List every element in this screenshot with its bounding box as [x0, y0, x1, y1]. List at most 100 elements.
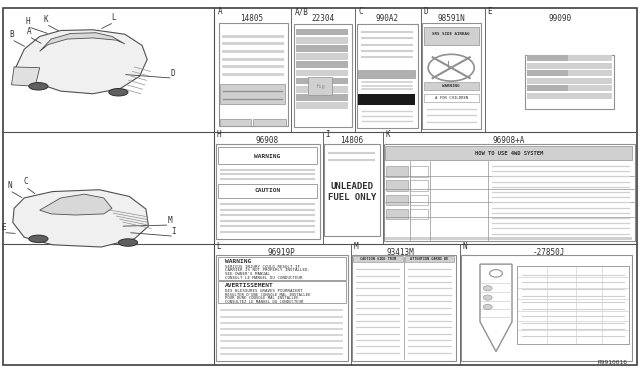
Polygon shape — [14, 30, 147, 94]
Text: 96908+A: 96908+A — [493, 136, 525, 145]
Bar — [357, 24, 418, 128]
Text: ATTENTION GARNI DE: ATTENTION GARNI DE — [410, 257, 449, 261]
Bar — [525, 55, 614, 109]
Text: A: A — [26, 27, 31, 36]
Bar — [386, 180, 408, 191]
Bar — [218, 257, 346, 280]
Text: SRS SIDE AIRBAG: SRS SIDE AIRBAG — [433, 32, 470, 36]
Text: 990A2: 990A2 — [376, 14, 399, 23]
Bar — [308, 77, 332, 95]
Text: D: D — [170, 69, 175, 78]
Bar — [216, 144, 320, 239]
Text: WARNING: WARNING — [225, 259, 252, 264]
Circle shape — [483, 304, 492, 310]
Text: I: I — [172, 227, 177, 236]
Bar — [216, 255, 348, 361]
Text: L: L — [111, 13, 116, 22]
Text: DES BLESSURES GRAVES POURRAIENT: DES BLESSURES GRAVES POURRAIENT — [225, 289, 303, 293]
Text: CONSULTEZ LE MANUEL DU CONDUCTEUR: CONSULTEZ LE MANUEL DU CONDUCTEUR — [225, 300, 303, 304]
Polygon shape — [13, 190, 148, 247]
Text: H: H — [216, 130, 221, 139]
Text: UNLEADED: UNLEADED — [330, 182, 374, 191]
Bar — [568, 63, 612, 69]
Bar — [353, 256, 403, 262]
Bar — [352, 255, 456, 361]
Bar — [386, 209, 408, 219]
Bar — [527, 63, 568, 69]
Text: L: L — [216, 242, 221, 251]
Bar — [253, 119, 286, 126]
Circle shape — [483, 295, 492, 300]
Bar — [219, 23, 288, 126]
Polygon shape — [40, 194, 112, 215]
Text: WARNING: WARNING — [442, 84, 460, 88]
Text: K: K — [44, 15, 49, 24]
Bar — [358, 70, 415, 78]
Text: C: C — [23, 177, 28, 186]
Bar — [461, 255, 632, 361]
Bar — [527, 78, 568, 84]
Text: N: N — [7, 181, 12, 190]
Text: 14806: 14806 — [340, 136, 364, 145]
Text: SEE OWNER'S MANUAL: SEE OWNER'S MANUAL — [225, 272, 270, 276]
Ellipse shape — [29, 235, 48, 243]
Text: 22304: 22304 — [312, 14, 335, 23]
Bar — [386, 195, 408, 205]
Text: CAUTION SIDE TRIM: CAUTION SIDE TRIM — [360, 257, 396, 261]
Text: WARNING: WARNING — [254, 154, 281, 159]
Bar — [296, 78, 348, 84]
Bar — [424, 82, 479, 90]
Text: AVERTISSEMENT: AVERTISSEMENT — [225, 283, 274, 288]
Text: A: A — [218, 7, 222, 16]
Text: 96919P: 96919P — [268, 248, 296, 257]
Text: CAUTION: CAUTION — [254, 188, 281, 193]
Bar — [385, 146, 632, 160]
Bar — [296, 53, 348, 60]
Text: E: E — [488, 7, 492, 16]
Text: HOW TO USE 4WD SYSTEM: HOW TO USE 4WD SYSTEM — [475, 151, 543, 156]
Polygon shape — [12, 67, 40, 86]
Bar — [296, 45, 348, 52]
Bar — [410, 180, 428, 191]
Bar — [294, 24, 352, 127]
Bar — [568, 55, 612, 61]
Bar — [385, 237, 632, 240]
Bar — [386, 166, 408, 177]
Text: K: K — [385, 130, 390, 139]
Bar — [296, 102, 348, 109]
Text: H: H — [26, 17, 31, 26]
Text: 99090: 99090 — [548, 14, 572, 23]
Text: A/B: A/B — [294, 7, 308, 16]
Ellipse shape — [118, 239, 138, 246]
Bar — [527, 70, 568, 76]
Text: A FOR CHILDREN: A FOR CHILDREN — [435, 96, 468, 100]
Bar — [568, 85, 612, 91]
Text: CONSULT LE MANUEL DU CONDUCTEUR: CONSULT LE MANUEL DU CONDUCTEUR — [225, 276, 303, 280]
Text: RESULTER D'UNE CONSOLE MAL INSTALLEE: RESULTER D'UNE CONSOLE MAL INSTALLEE — [225, 293, 311, 296]
Text: N: N — [462, 242, 467, 251]
Text: E: E — [1, 223, 6, 232]
Ellipse shape — [29, 83, 48, 90]
Bar — [424, 27, 479, 45]
Bar — [296, 94, 348, 101]
Bar — [384, 144, 635, 241]
Bar — [220, 119, 251, 126]
Circle shape — [490, 270, 502, 277]
Bar — [568, 78, 612, 84]
Text: M: M — [167, 216, 172, 225]
Polygon shape — [40, 33, 125, 51]
Text: 14805: 14805 — [241, 14, 264, 23]
Text: POUR DUNE CONSOLE MAL INSTALLEE: POUR DUNE CONSOLE MAL INSTALLEE — [225, 296, 299, 300]
Bar — [527, 93, 568, 99]
Text: fig: fig — [315, 84, 325, 89]
Text: -27850J: -27850J — [533, 248, 565, 257]
Text: R9910016: R9910016 — [597, 360, 627, 365]
Bar — [527, 85, 568, 91]
Bar — [358, 94, 415, 105]
Bar — [422, 23, 481, 129]
Text: FUEL ONLY: FUEL ONLY — [328, 193, 376, 202]
Text: D: D — [424, 7, 428, 16]
Bar — [218, 281, 346, 303]
Text: CARRIER IS NOT PROPERLY INSTALLED.: CARRIER IS NOT PROPERLY INSTALLED. — [225, 269, 310, 272]
Text: SERIOUS INJURY COULD RESULT IF: SERIOUS INJURY COULD RESULT IF — [225, 265, 300, 269]
